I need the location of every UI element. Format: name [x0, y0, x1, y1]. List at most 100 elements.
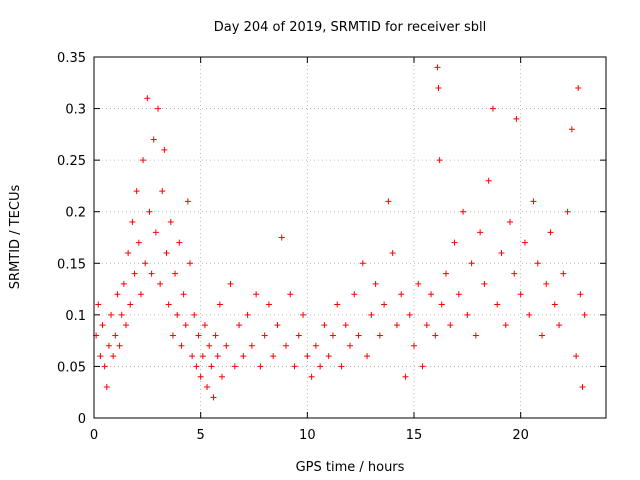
x-tick-label: 10 — [299, 428, 316, 443]
data-point — [120, 280, 127, 287]
data-point — [443, 270, 449, 277]
data-point — [513, 115, 520, 122]
data-point — [287, 291, 294, 298]
data-point — [253, 291, 260, 298]
data-point — [152, 229, 159, 236]
data-point — [161, 146, 168, 153]
data-point — [176, 239, 183, 246]
data-point — [99, 322, 106, 329]
data-point — [351, 291, 358, 298]
data-point — [521, 239, 528, 246]
data-point — [195, 332, 202, 339]
data-point — [144, 95, 151, 102]
data-point — [184, 198, 191, 205]
data-point — [231, 363, 238, 370]
data-point — [468, 260, 475, 267]
data-points — [93, 64, 588, 401]
data-point — [539, 332, 545, 339]
data-point — [208, 363, 215, 370]
data-point — [125, 249, 132, 256]
x-tick-label: 15 — [406, 428, 423, 443]
data-point — [182, 322, 189, 329]
data-point — [210, 394, 217, 401]
data-point — [364, 353, 371, 360]
x-tick-label: 20 — [512, 428, 529, 443]
data-point — [312, 342, 319, 349]
y-tick-label: 0.05 — [57, 360, 86, 375]
data-point — [204, 384, 211, 391]
data-point — [543, 280, 550, 287]
data-point — [381, 301, 388, 308]
data-point — [489, 105, 496, 112]
data-point — [317, 363, 324, 370]
data-point — [257, 363, 264, 370]
data-point — [212, 332, 219, 339]
data-point — [385, 198, 392, 205]
data-point — [415, 280, 422, 287]
data-point — [507, 219, 513, 226]
data-point — [402, 373, 409, 380]
data-point — [451, 239, 458, 246]
y-tick-label: 0.1 — [65, 309, 86, 324]
y-tick-label: 0 — [78, 412, 86, 427]
data-point — [556, 322, 563, 329]
data-point — [103, 384, 110, 391]
data-point — [321, 322, 328, 329]
data-point — [472, 332, 479, 339]
data-point — [214, 353, 221, 360]
data-point — [265, 301, 272, 308]
data-point — [148, 270, 155, 277]
data-point — [534, 260, 541, 267]
data-point — [105, 342, 112, 349]
data-point — [511, 270, 518, 277]
data-point — [355, 332, 362, 339]
data-point — [150, 136, 157, 143]
data-point — [338, 363, 345, 370]
data-point — [159, 188, 166, 195]
y-tick-label: 0.3 — [65, 103, 86, 118]
data-point — [169, 332, 176, 339]
data-point — [112, 332, 119, 339]
data-point — [389, 249, 396, 256]
data-point — [428, 291, 435, 298]
data-point — [187, 260, 193, 267]
data-point — [174, 311, 181, 318]
data-point — [131, 270, 138, 277]
data-point — [577, 291, 584, 298]
data-point — [464, 311, 471, 318]
data-point — [101, 363, 108, 370]
data-point — [411, 342, 417, 349]
data-point — [573, 353, 580, 360]
data-point — [236, 322, 243, 329]
data-point — [477, 229, 484, 236]
data-point — [334, 301, 341, 308]
data-point — [551, 301, 558, 308]
data-point — [406, 311, 413, 318]
data-point — [438, 301, 445, 308]
data-point — [127, 301, 134, 308]
data-point — [261, 332, 268, 339]
data-point — [359, 260, 366, 267]
data-point — [398, 291, 405, 298]
data-point — [481, 280, 488, 287]
data-point — [434, 64, 441, 71]
data-point — [295, 332, 302, 339]
data-point — [530, 198, 537, 205]
data-point — [460, 208, 467, 215]
data-point — [193, 363, 200, 370]
data-point — [110, 353, 117, 360]
data-point — [133, 188, 140, 195]
data-point — [180, 291, 187, 298]
data-point — [575, 84, 582, 91]
data-point — [157, 280, 164, 287]
data-point — [178, 342, 185, 349]
data-point — [270, 353, 277, 360]
data-point — [135, 239, 142, 246]
data-point — [526, 311, 533, 318]
data-point — [291, 363, 298, 370]
data-point — [216, 301, 223, 308]
data-point — [118, 311, 125, 318]
y-tick-label: 0.2 — [65, 206, 86, 221]
data-point — [419, 363, 426, 370]
